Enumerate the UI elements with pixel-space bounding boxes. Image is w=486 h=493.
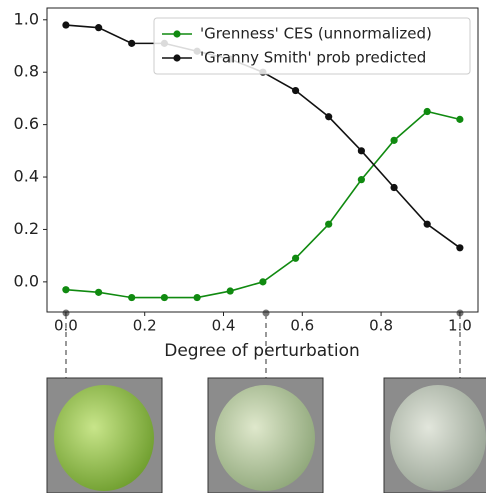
legend-label: 'Grenness' CES (unnormalized): [200, 25, 432, 43]
series-marker: [390, 136, 398, 144]
y-tick-label: 0.6: [14, 114, 39, 133]
legend-marker: [173, 54, 181, 62]
y-tick-label: 0.8: [14, 62, 39, 81]
series-marker: [456, 115, 464, 123]
x-axis-label: Degree of perturbation: [164, 341, 360, 361]
series-marker: [456, 244, 464, 252]
apple: [54, 385, 154, 491]
legend-marker: [173, 30, 181, 38]
series-marker: [325, 113, 333, 121]
series-marker: [423, 107, 431, 116]
connector-dots: [62, 309, 464, 317]
series-marker: [193, 293, 201, 302]
y-tick-label: 1.0: [14, 9, 39, 28]
plot-frame: [46, 7, 479, 313]
series-marker: [95, 288, 103, 296]
x-tick-label: 0.6: [290, 317, 314, 335]
apple: [390, 385, 486, 491]
series-marker: [291, 254, 300, 262]
x-tick-label: 0.2: [133, 317, 157, 335]
series-marker: [357, 176, 365, 184]
legend-box: [153, 17, 471, 75]
series-marker: [128, 39, 136, 47]
x-tick-label: 0.4: [212, 317, 236, 335]
y-tick-label: 0.4: [14, 167, 39, 186]
series-marker: [226, 287, 234, 295]
x-tick-label: 0.0: [54, 317, 78, 335]
x-tick-label: 1.0: [448, 317, 472, 335]
apple-images: [46, 377, 486, 493]
series-marker: [325, 220, 333, 228]
series-marker: [291, 86, 300, 95]
series-marker: [62, 21, 70, 29]
series-marker: [95, 24, 103, 32]
series-marker: [357, 147, 365, 155]
x-tick-label: 0.8: [369, 317, 393, 335]
series-line: [65, 110, 461, 299]
series-marker: [259, 278, 267, 286]
series-marker: [390, 183, 398, 192]
legend-label: 'Granny Smith' prob predicted: [200, 49, 426, 67]
series-marker: [62, 286, 70, 294]
y-tick-label: 0.2: [14, 219, 39, 238]
apple: [215, 385, 315, 491]
series-marker: [160, 293, 169, 302]
connector-dot: [262, 309, 270, 317]
connectors: [65, 314, 461, 378]
series-marker: [128, 293, 136, 302]
y-tick-label: 0.0: [14, 271, 39, 290]
series-marker: [423, 220, 431, 228]
legend: 'Grenness' CES (unnormalized) 'Granny Smi…: [153, 17, 471, 75]
